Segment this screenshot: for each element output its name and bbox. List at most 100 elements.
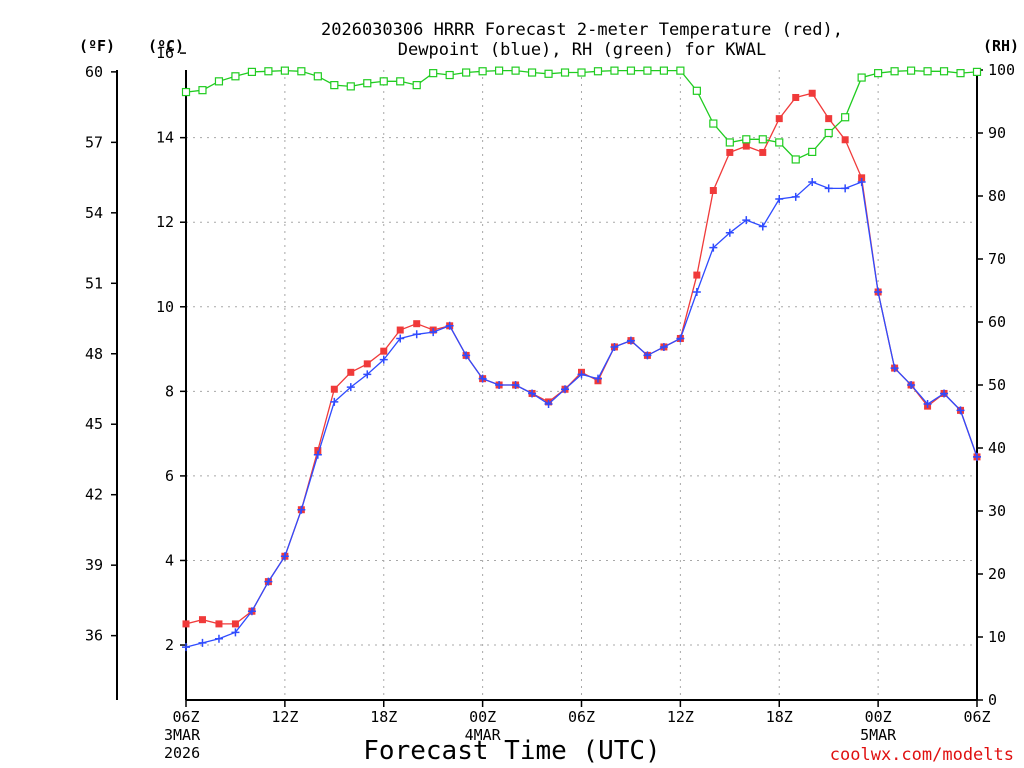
dewpoint-point [280,552,289,561]
time-tick-label: 06Z [963,708,990,726]
rh-point [956,69,965,78]
rh-point [280,66,289,75]
dewpoint-point [626,336,635,345]
dewpoint-point [561,385,570,394]
rh-point [906,66,916,75]
rh-point [610,66,619,75]
rh-point [709,119,718,128]
dewpoint-point [824,184,833,193]
rh-tick-label: 30 [988,502,1006,520]
rh-point [824,128,833,138]
dewpoint-point [412,330,421,339]
temperature-point [825,115,833,123]
dewpoint-point [313,450,322,459]
rh-point [972,67,982,76]
temperature-point [808,89,816,97]
rh-point [676,66,685,75]
dewpoint-point [379,355,388,364]
dewpoint-point [346,383,355,392]
rh-point [874,69,883,78]
rh-tick-label: 0 [988,691,997,709]
rh-point [198,86,207,95]
dewpoint-point [725,228,734,237]
x-axis-title: Forecast Time (UTC) [363,736,660,766]
dewpoint-point [577,370,586,379]
dewpoint-point [907,381,916,389]
rh-point [297,67,306,76]
temperature-point [215,620,223,628]
rh-tick-label: 90 [988,124,1006,142]
rh-point [857,73,866,82]
fahrenheit-tick-label: 42 [85,486,103,504]
rh-point [247,67,257,76]
dewpoint-point [445,321,454,330]
temperature-point [726,148,734,156]
rh-point [890,67,899,76]
rh-point [412,81,421,90]
dewpoint-point [857,178,866,187]
temperature-point [792,93,800,101]
credit-link[interactable]: coolwx.com/modelts [830,745,1014,765]
dewpoint-point [923,400,932,409]
temperature-point [198,616,206,624]
dewpoint-point [593,374,602,383]
rh-unit-label: (RH) [983,37,1019,55]
rh-tick-label: 10 [988,628,1006,646]
rh-point [214,77,224,86]
dewpoint-point [758,222,767,231]
celsius-tick-label: 12 [156,213,174,231]
rh-point [181,87,191,97]
dewpoint-point [791,192,800,201]
rh-point [791,155,800,164]
rh-tick-label: 100 [988,61,1015,79]
plot-series [181,66,982,652]
rh-tick-label: 70 [988,250,1006,268]
dewpoint-point [511,381,520,389]
temperature-point [182,620,190,628]
chart-title-line2: Dewpoint (blue), RH (green) for KWAL [398,40,766,60]
rh-point [593,67,603,76]
celsius-tick-label: 14 [156,129,174,147]
temperature-point [693,271,701,279]
date-tick-label: 5MAR [860,726,897,744]
rh-point [379,77,388,86]
dewpoint-point [297,505,306,514]
rh-point [692,86,701,95]
rh-point [939,67,949,76]
dewpoint-point [396,334,405,343]
rh-point [626,66,636,75]
temperature-point [775,115,783,123]
dewpoint-point [495,381,504,389]
rh-tick-label: 50 [988,376,1006,394]
fahrenheit-tick-label: 45 [85,415,103,433]
time-tick-label: 06Z [172,708,199,726]
rh-point [396,77,405,86]
temperature-point [742,142,750,150]
temperature-point [363,360,371,368]
temperature-point [709,187,717,195]
fahrenheit-tick-label: 39 [85,556,103,574]
tick-labels: 2 4 6 8 10 12 14 16 36 39 42 45 48 51 54 57 60 0 10 20 30 40 5… [85,44,1015,762]
temperature-point [314,447,322,455]
rh-point [841,113,850,122]
rh-point [923,67,932,76]
celsius-tick-label: 10 [156,298,174,316]
rh-point [544,69,553,78]
celsius-tick-label: 2 [165,636,174,654]
rh-point [495,66,504,75]
celsius-tick-label: 4 [165,551,174,569]
dewpoint-point [182,643,190,652]
temperature-point [841,136,849,144]
dewpoint-point [973,452,981,461]
rh-point [742,135,751,144]
dewpoint-point [709,243,718,252]
rh-point [758,135,767,144]
dewpoint-point [247,607,256,616]
temperature-point [330,385,338,393]
series-rh [181,66,982,164]
dewpoint-point [692,287,701,296]
dewpoint-point [214,634,223,643]
rh-tick-label: 20 [988,565,1006,583]
dewpoint-point [659,342,668,351]
rh-line [185,69,978,161]
